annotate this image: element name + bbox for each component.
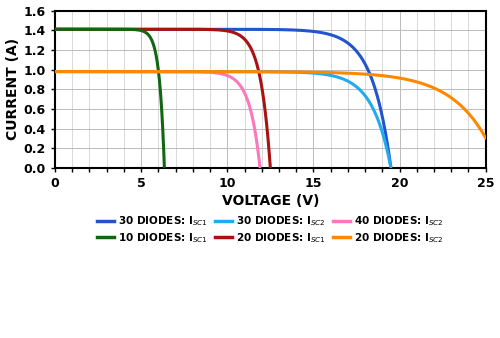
- Y-axis label: CURRENT (A): CURRENT (A): [6, 38, 20, 140]
- X-axis label: VOLTAGE (V): VOLTAGE (V): [222, 194, 319, 208]
- Legend: 30 DIODES: I$_{SC1}$, 10 DIODES: I$_{SC1}$, 30 DIODES: I$_{SC2}$, 20 DIODES: I$_: 30 DIODES: I$_{SC1}$, 10 DIODES: I$_{SC1…: [97, 214, 444, 245]
